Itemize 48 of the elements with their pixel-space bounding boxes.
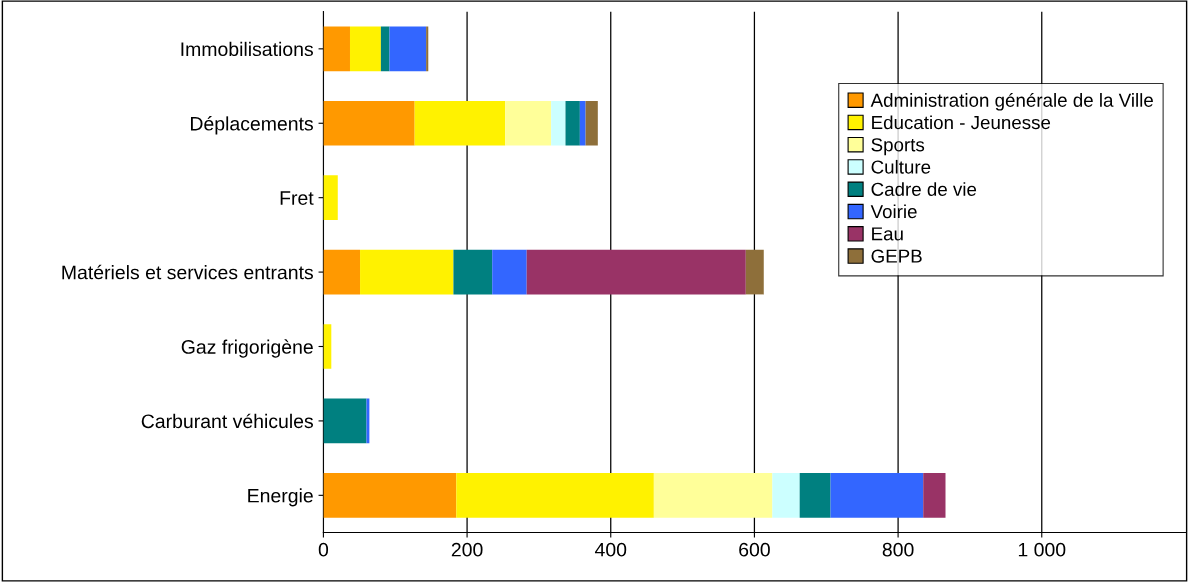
legend-label: Education - Jeunesse — [872, 115, 1051, 130]
bar — [349, 26, 381, 72]
bar — [426, 26, 429, 72]
bar — [323, 175, 338, 220]
bar — [579, 100, 586, 146]
bar — [389, 26, 427, 72]
legend-label: Voirie — [870, 204, 917, 219]
bar — [360, 249, 454, 295]
bar — [492, 249, 527, 295]
bar — [323, 26, 350, 72]
y-tick-label: Carburant véhicules — [141, 413, 313, 429]
bar — [505, 100, 552, 146]
bar — [456, 473, 654, 518]
y-tick-label: Déplacements — [191, 116, 313, 135]
x-tick-label: 600 — [739, 542, 770, 557]
bar — [830, 473, 924, 518]
legend-label: GEPB — [871, 249, 922, 263]
bar — [453, 249, 493, 295]
legend-label: Eau — [872, 227, 903, 241]
bar — [772, 473, 800, 518]
bar — [323, 473, 457, 518]
x-tick-label: 1 000 — [1018, 542, 1066, 557]
bar — [414, 100, 506, 146]
y-tick-label: Matériels et services entrants — [62, 264, 313, 280]
bar — [745, 249, 764, 295]
bar — [323, 100, 415, 146]
bar — [585, 100, 598, 146]
bar — [923, 473, 946, 518]
legend-label: Sports — [871, 138, 925, 156]
bar — [653, 473, 773, 518]
x-tick-label: 200 — [451, 542, 483, 557]
x-tick-label: 400 — [594, 542, 627, 557]
y-tick-label: Gaz frigorigène — [181, 339, 313, 358]
legend-label: Culture — [871, 159, 931, 174]
y-tick-label: Energie — [248, 488, 313, 507]
bar — [526, 249, 746, 295]
legend-label: Administration générale de la Ville — [870, 92, 1153, 111]
legend-label: Cadre de vie — [871, 182, 977, 196]
x-tick-label: 0 — [318, 542, 329, 557]
x-tick-label: 800 — [882, 542, 914, 557]
bar — [323, 398, 367, 444]
bar — [551, 100, 566, 146]
bar — [799, 473, 831, 518]
bar — [380, 26, 390, 72]
y-tick-label: Immobilisations — [181, 41, 313, 57]
y-tick-label: Fret — [280, 191, 314, 205]
bar — [565, 100, 580, 146]
bar — [323, 249, 361, 295]
